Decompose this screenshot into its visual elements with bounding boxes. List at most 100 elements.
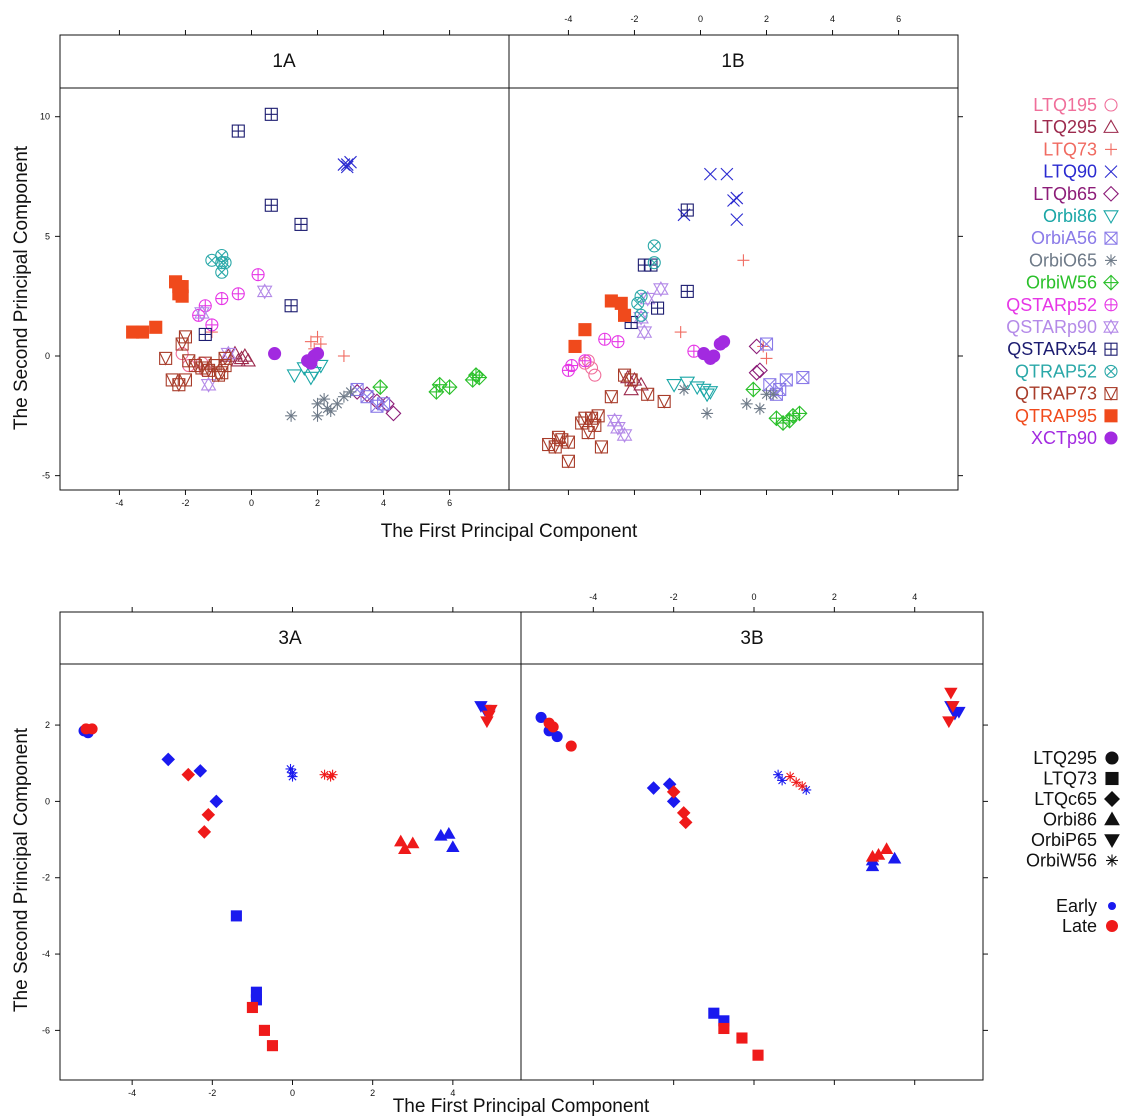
- legend-marker: [1105, 254, 1117, 267]
- data-point: [946, 701, 960, 713]
- x-axis-title-fig1: The First Principal Component: [381, 521, 638, 542]
- x-tick-label: 6: [896, 14, 901, 24]
- legend-label: QSTARp52: [1006, 295, 1097, 315]
- data-point: [745, 381, 762, 398]
- x-tick-label: -4: [564, 14, 572, 24]
- legend-item: OrbiA56: [1031, 228, 1118, 248]
- legend-marker: [1103, 318, 1119, 336]
- data-point: [311, 397, 324, 410]
- data-point: [618, 368, 632, 383]
- data-point: [304, 356, 318, 370]
- y-tick-label: -4: [42, 949, 50, 959]
- legend-marker: [1104, 387, 1118, 401]
- data-point: [646, 781, 661, 795]
- x-tick-label: -4: [589, 592, 597, 602]
- legend-marker: [1105, 143, 1117, 156]
- data-point: [634, 289, 648, 303]
- data-point: [647, 256, 661, 270]
- data-point: [161, 752, 176, 767]
- x-axis-title-fig3: The First Principal Component: [393, 1096, 650, 1117]
- data-point: [791, 777, 802, 788]
- legend-marker: [1104, 342, 1118, 356]
- data-point: [797, 781, 808, 792]
- panel-1a-frame: [59, 34, 510, 491]
- data-point: [631, 296, 645, 310]
- data-point: [748, 364, 765, 381]
- legend-label: Orbi86: [1043, 810, 1097, 830]
- data-point: [752, 1049, 764, 1061]
- x-tick-label: 2: [315, 498, 320, 508]
- data-point: [588, 418, 602, 433]
- legend-label: QTRAP95: [1015, 406, 1097, 426]
- panel-3b-frame: [520, 611, 984, 1081]
- legend-marker: [1103, 274, 1119, 291]
- data-point: [730, 213, 744, 226]
- legend-marker: [1104, 834, 1120, 849]
- data-point: [246, 1001, 258, 1014]
- y-tick-label: 2: [45, 720, 50, 730]
- x-tick-label: 4: [830, 14, 835, 24]
- data-point: [251, 268, 265, 282]
- data-point: [561, 454, 575, 469]
- legend-item: OrbiP65: [1031, 830, 1120, 850]
- data-point: [666, 785, 681, 799]
- data-point: [372, 379, 389, 396]
- legend-item: OrbiW56: [1026, 851, 1118, 871]
- data-point: [266, 1040, 279, 1052]
- data-point: [773, 769, 784, 780]
- x-tick-label: 4: [450, 1088, 455, 1098]
- legend-label: OrbiP65: [1031, 830, 1097, 850]
- legend-marker: [1104, 364, 1118, 378]
- data-point: [748, 338, 765, 355]
- data-point: [165, 373, 179, 388]
- data-point: [398, 842, 412, 854]
- legend-marker: [1104, 409, 1118, 423]
- legend-marker: [1104, 165, 1118, 178]
- data-point: [666, 378, 682, 393]
- data-point: [218, 256, 232, 270]
- legend-marker: [1104, 791, 1120, 807]
- data-point: [551, 430, 566, 445]
- data-point: [484, 704, 498, 717]
- x-tick-label: 0: [698, 14, 703, 24]
- legend-item: OrbiO65: [1029, 250, 1117, 270]
- data-point: [753, 402, 766, 415]
- x-tick-label: 4: [912, 592, 917, 602]
- data-point: [624, 373, 638, 388]
- data-point: [394, 834, 408, 847]
- data-point: [385, 405, 402, 422]
- data-point: [547, 721, 559, 733]
- data-point: [340, 158, 354, 171]
- data-point: [785, 771, 796, 782]
- data-point: [194, 304, 210, 321]
- data-point: [198, 327, 212, 342]
- x-tick-label: 0: [290, 1088, 295, 1098]
- x-tick-label: -2: [181, 498, 189, 508]
- data-point: [240, 352, 257, 367]
- data-point: [233, 350, 250, 365]
- legend-marker: [1103, 185, 1119, 202]
- data-point: [446, 840, 460, 853]
- data-point: [871, 847, 886, 860]
- data-point: [680, 284, 694, 298]
- data-point: [215, 248, 229, 263]
- data-point: [264, 107, 278, 121]
- legend-item: Orbi86: [1043, 206, 1119, 226]
- legend-item: QSTARp52: [1006, 295, 1118, 315]
- x-tick-label: 2: [370, 1088, 375, 1098]
- panel-1b-frame: [508, 34, 959, 491]
- legend-marker: [1105, 771, 1119, 786]
- data-point: [218, 359, 232, 373]
- data-point: [561, 435, 575, 450]
- legend-label: LTQ73: [1043, 139, 1097, 159]
- legend-label: Late: [1062, 916, 1097, 936]
- data-point: [641, 387, 655, 402]
- y-tick-label: 5: [45, 231, 50, 241]
- data-point: [86, 723, 98, 735]
- axis-ticks-fig3: -4 -2 0 2 4 -4 -2 0 2 4 -6 -4 -2 0 2: [42, 592, 988, 1098]
- data-point: [200, 376, 217, 393]
- data-point: [211, 368, 226, 383]
- legend-marker: [1104, 98, 1118, 112]
